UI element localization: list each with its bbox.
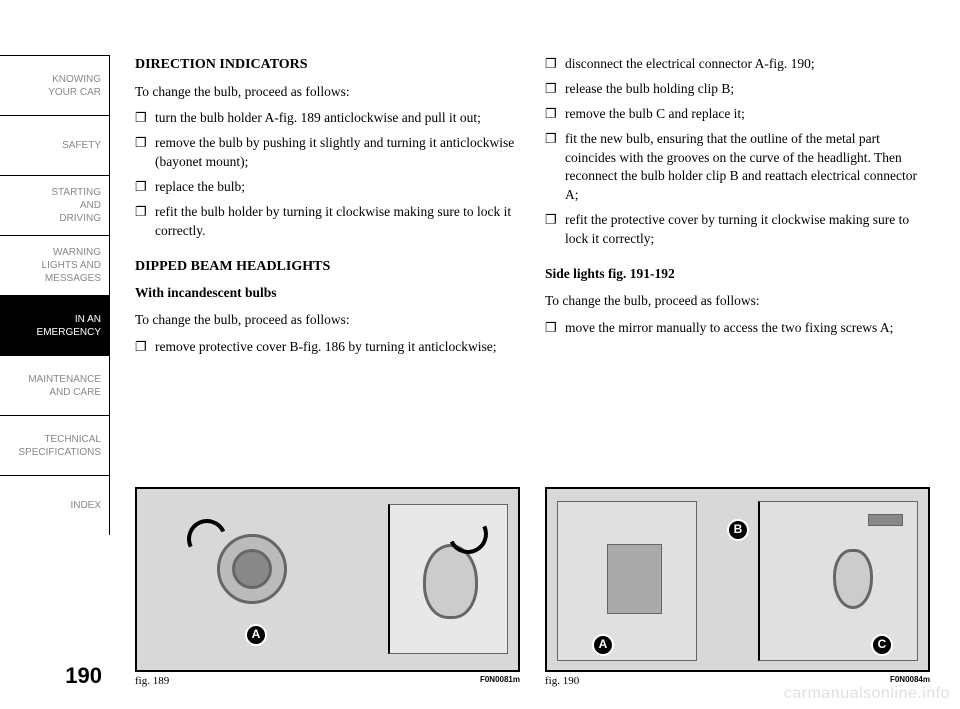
bullet-marker-icon: ❐ [135, 203, 147, 241]
figure-label: fig. 189 [135, 674, 169, 689]
subheading-incandescent: With incandescent bulbs [135, 284, 520, 303]
tab-safety: SAFETY [0, 115, 110, 175]
bullet-item: ❐refit the protective cover by turning i… [545, 211, 930, 249]
figure-189-block: A fig. 189 F0N0081m [135, 487, 520, 689]
bullet-item: ❐disconnect the electrical connector A-f… [545, 55, 930, 74]
bullet-marker-icon: ❐ [545, 211, 557, 249]
bullet-marker-icon: ❐ [545, 130, 557, 206]
heading-side-lights: Side lights fig. 191-192 [545, 265, 930, 284]
bullet-item: ❐replace the bulb; [135, 178, 520, 197]
right-column: ❐disconnect the electrical connector A-f… [545, 55, 930, 689]
bullet-marker-icon: ❐ [135, 134, 147, 172]
left-column: DIRECTION INDICATORS To change the bulb,… [135, 55, 520, 689]
figure-caption: fig. 189 F0N0081m [135, 674, 520, 689]
bullet-marker-icon: ❐ [545, 319, 557, 338]
bullet-item: ❐turn the bulb holder A-fig. 189 anticlo… [135, 109, 520, 128]
bullet-marker-icon: ❐ [545, 80, 557, 99]
tab-technical-specifications: TECHNICALSPECIFICATIONS [0, 415, 110, 475]
page-number: 190 [0, 663, 110, 689]
paragraph: To change the bulb, proceed as follows: [135, 83, 520, 102]
tab-starting-and-driving: STARTINGANDDRIVING [0, 175, 110, 235]
page: KNOWINGYOUR CAR SAFETY STARTINGANDDRIVIN… [0, 0, 960, 709]
paragraph: To change the bulb, proceed as follows: [545, 292, 930, 311]
heading-direction-indicators: DIRECTION INDICATORS [135, 55, 520, 75]
figure-190-block: A B C fig. 190 F0N0084m [545, 487, 930, 689]
tab-maintenance-and-care: MAINTENANCEAND CARE [0, 355, 110, 415]
bullet-item: ❐release the bulb holding clip B; [545, 80, 930, 99]
tab-index: INDEX [0, 475, 110, 535]
callout-b: B [727, 519, 749, 541]
bullet-item: ❐fit the new bulb, ensuring that the out… [545, 130, 930, 206]
heading-dipped-beam: DIPPED BEAM HEADLIGHTS [135, 257, 520, 277]
bullet-marker-icon: ❐ [135, 338, 147, 357]
tab-warning-lights-and-messages: WARNINGLIGHTS ANDMESSAGES [0, 235, 110, 295]
bullet-marker-icon: ❐ [135, 178, 147, 197]
bullet-marker-icon: ❐ [135, 109, 147, 128]
figure-189: A [135, 487, 520, 672]
callout-a: A [245, 624, 267, 646]
bullet-item: ❐remove the bulb C and replace it; [545, 105, 930, 124]
bullet-marker-icon: ❐ [545, 105, 557, 124]
figure-label: fig. 190 [545, 674, 579, 689]
callout-a: A [592, 634, 614, 656]
sidebar-tabs: KNOWINGYOUR CAR SAFETY STARTINGANDDRIVIN… [0, 0, 110, 709]
tab-in-an-emergency: IN ANEMERGENCY [0, 295, 110, 355]
content-area: DIRECTION INDICATORS To change the bulb,… [110, 0, 960, 709]
bullet-item: ❐remove the bulb by pushing it slightly … [135, 134, 520, 172]
figure-190: A B C [545, 487, 930, 672]
bullet-item: ❐remove protective cover B-fig. 186 by t… [135, 338, 520, 357]
bullet-item: ❐refit the bulb holder by turning it clo… [135, 203, 520, 241]
bullet-marker-icon: ❐ [545, 55, 557, 74]
tab-knowing-your-car: KNOWINGYOUR CAR [0, 55, 110, 115]
figure-code: F0N0081m [480, 674, 520, 689]
callout-c: C [871, 634, 893, 656]
bullet-item: ❐move the mirror manually to access the … [545, 319, 930, 338]
watermark: carmanualsonline.info [784, 685, 950, 703]
paragraph: To change the bulb, proceed as follows: [135, 311, 520, 330]
